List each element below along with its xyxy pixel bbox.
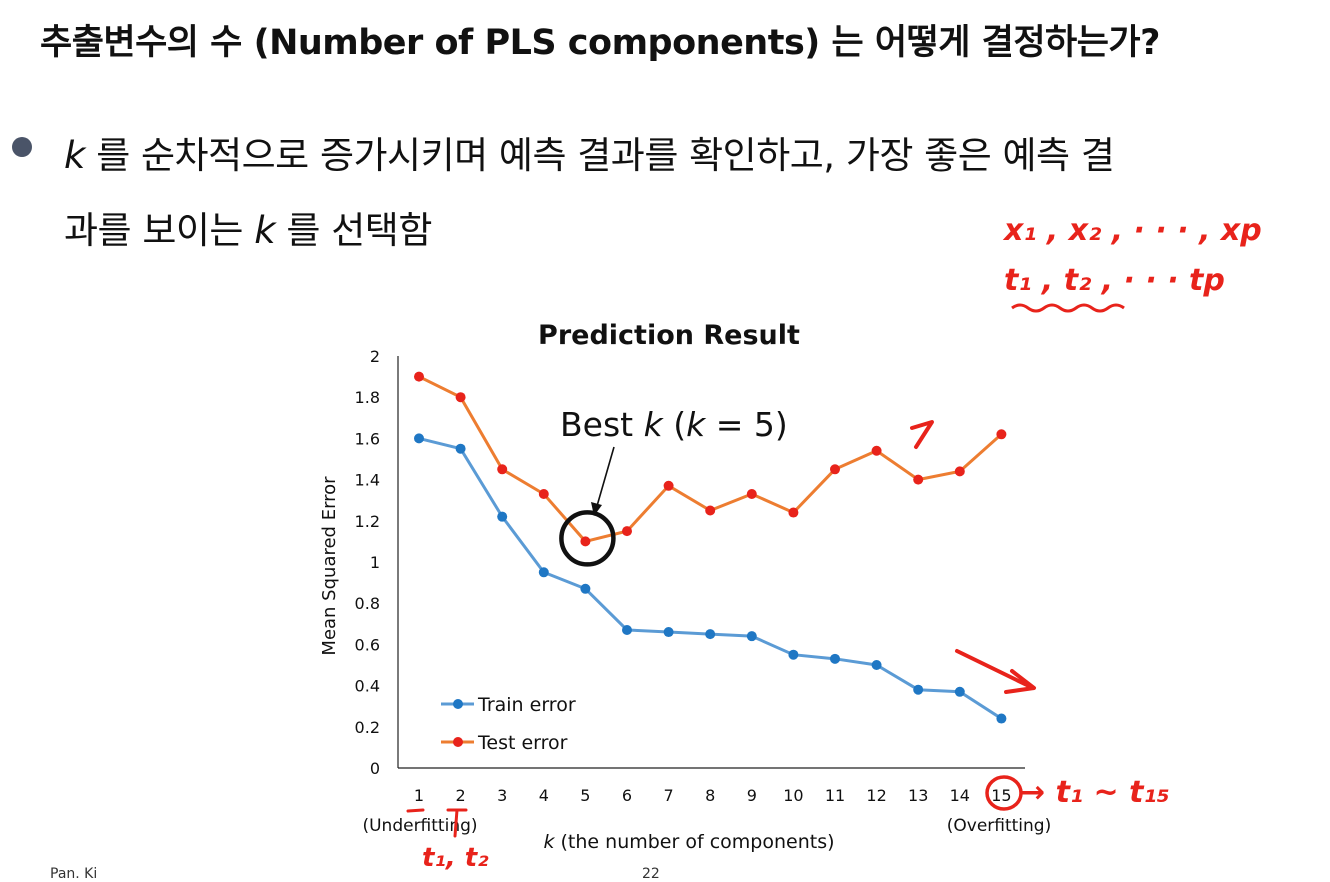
- x-tick-label: 12: [866, 786, 886, 805]
- legend-label-1: Test error: [477, 732, 568, 754]
- data-point: [538, 567, 549, 578]
- y-tick-label: 2: [370, 347, 380, 366]
- bullet-text-1: 를 순차적으로 증가시키며 예측 결과를 확인하고, 가장 좋은 예측 결: [84, 134, 1115, 177]
- chart-series: Train error Test error: [414, 371, 1007, 754]
- underfitting-label: (Underfitting): [362, 816, 477, 836]
- data-point: [871, 660, 882, 670]
- x-tick-label: 3: [497, 786, 507, 805]
- y-tick-label: 1.6: [355, 429, 380, 448]
- data-point: [414, 433, 424, 444]
- bullet-line-2: 과를 보이는 k 를 선택함: [64, 200, 432, 254]
- bullet-line-1: k 를 순차적으로 증가시키며 예측 결과를 확인하고, 가장 좋은 예측 결: [64, 125, 1115, 179]
- data-point: [580, 536, 591, 547]
- y-tick-label: 0.4: [355, 677, 380, 696]
- y-tick-label: 0.6: [355, 635, 380, 654]
- data-point: [996, 713, 1007, 724]
- x-tick-label: 13: [908, 786, 928, 805]
- handwritten-underline: [1011, 303, 1125, 313]
- x-tick-label: 8: [705, 786, 715, 805]
- best-k-circle: [559, 510, 616, 567]
- handwritten-decrease-arrow: [955, 649, 1035, 690]
- data-point: [746, 489, 757, 500]
- x-tick-label: 11: [825, 786, 845, 805]
- y-tick-label: 1: [370, 553, 380, 572]
- handwritten-pair-note: t₁, t₂: [422, 843, 489, 873]
- chart-axes: Prediction Result 0 0.2 0.4 0.6 0.8 1 1.2 1.4 1.6…: [319, 320, 1051, 853]
- y-tick-label: 0: [370, 759, 380, 778]
- x-tick-label: 9: [747, 786, 757, 805]
- overfitting-label: (Overfitting): [947, 816, 1051, 836]
- x-tick-label: 1: [414, 786, 424, 805]
- data-point: [830, 653, 840, 664]
- data-point: [954, 466, 965, 477]
- handwritten-tick-2: [446, 808, 468, 838]
- x-axis-label: k (the number of components): [543, 831, 834, 853]
- x-tick-label: 5: [580, 786, 590, 805]
- data-point: [622, 526, 632, 537]
- legend-marker-1: [453, 737, 463, 747]
- annotation-arrow-line: [596, 446, 615, 507]
- y-tick-label: 1.4: [355, 471, 380, 490]
- data-point: [830, 464, 840, 475]
- data-point: [455, 392, 466, 403]
- bullet-var-k2: k: [254, 209, 276, 252]
- data-point: [705, 505, 716, 516]
- data-point: [996, 429, 1007, 440]
- x-tick-label: 7: [664, 786, 674, 805]
- x-tick-label: 4: [539, 786, 549, 805]
- data-point: [414, 371, 424, 382]
- best-k-label: Best k (k = 5): [560, 405, 788, 444]
- footer-author: Pan. Ki: [50, 866, 98, 882]
- y-tick-label: 1.2: [355, 512, 380, 531]
- y-axis-label: Mean Squared Error: [319, 476, 340, 656]
- data-point: [746, 631, 757, 642]
- y-tick-label: 0.2: [355, 718, 380, 737]
- data-point: [788, 507, 799, 518]
- footer-page-number: 22: [642, 866, 660, 882]
- x-tick-label: 2: [456, 786, 466, 805]
- x-tick-label: 10: [783, 786, 803, 805]
- data-point: [455, 443, 466, 454]
- x-tick-label: 15: [991, 786, 1011, 805]
- handwritten-range-note: → t₁ ~ t₁₅: [1020, 775, 1170, 810]
- data-point: [871, 445, 882, 456]
- data-point: [788, 649, 799, 660]
- bullet-dot: [12, 137, 32, 157]
- chart-annotation: Best k (k = 5): [559, 405, 788, 567]
- x-tick-label: 14: [950, 786, 970, 805]
- handwritten-notes: x₁ , x₂ , · · · , xp t₁ , t₂ , · · · tp → …: [406, 213, 1262, 873]
- data-point: [663, 627, 674, 638]
- legend-marker-0: [453, 699, 463, 709]
- bullet-text-2a: 과를 보이는: [64, 209, 255, 252]
- chart-title: Prediction Result: [538, 320, 800, 351]
- handwritten-components: t₁ , t₂ , · · · tp: [1004, 263, 1225, 298]
- data-point: [580, 583, 591, 594]
- data-point: [913, 684, 924, 695]
- legend-label-0: Train error: [477, 694, 576, 716]
- handwritten-decrease-arrowhead: [1004, 669, 1036, 694]
- y-tick-label: 0.8: [355, 594, 380, 613]
- x-tick-label: 6: [622, 786, 632, 805]
- data-point: [622, 624, 632, 635]
- handwritten-vars: x₁ , x₂ , · · · , xp: [1002, 213, 1262, 248]
- data-point: [663, 480, 674, 491]
- data-point: [705, 629, 716, 640]
- y-tick-label: 1.8: [355, 388, 380, 407]
- bullet-var-k: k: [64, 134, 85, 177]
- handwritten-increase-mark: [910, 420, 934, 449]
- annotation-arrow-head: [591, 502, 602, 516]
- data-point: [913, 474, 924, 485]
- bullet-text-2b: 를 선택함: [275, 209, 432, 252]
- data-point: [954, 686, 965, 697]
- data-point: [497, 464, 508, 475]
- handwritten-tick-1: [406, 808, 425, 813]
- slide-title: 추출변수의 수 (Number of PLS components) 는 어떻게…: [40, 23, 1160, 63]
- handwritten-circle-15: [985, 775, 1023, 811]
- data-point: [538, 489, 549, 500]
- data-point: [497, 511, 508, 522]
